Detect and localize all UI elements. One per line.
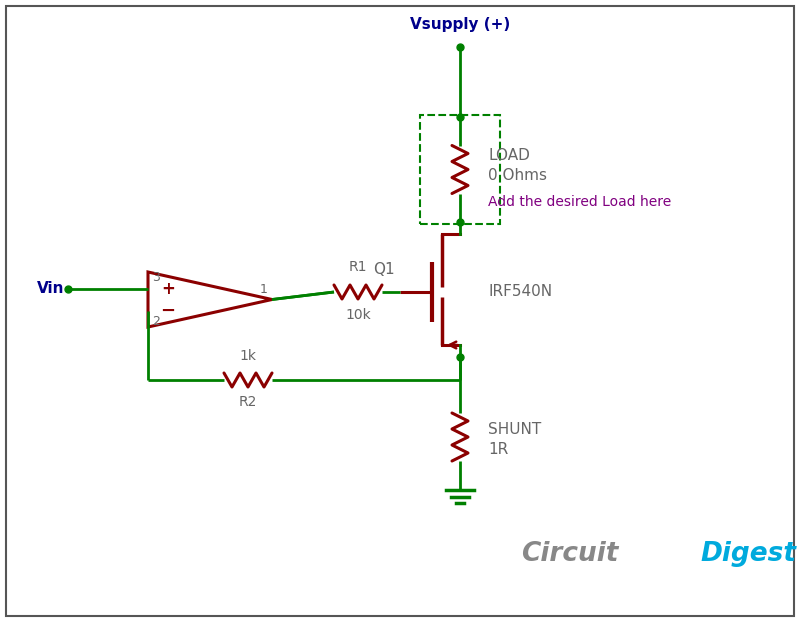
Text: SHUNT: SHUNT — [488, 422, 542, 437]
Text: LOAD: LOAD — [488, 148, 530, 163]
Text: 2: 2 — [152, 315, 160, 328]
Bar — [420, 115, 500, 224]
Text: 1: 1 — [260, 283, 268, 296]
Text: R1: R1 — [349, 260, 367, 274]
Text: 1R: 1R — [488, 442, 508, 457]
Text: IRF540N: IRF540N — [488, 284, 552, 300]
Text: Add the desired Load here: Add the desired Load here — [488, 195, 671, 208]
Text: Circuit: Circuit — [521, 541, 618, 567]
Text: +: + — [161, 279, 175, 297]
Text: 0 Ohms: 0 Ohms — [488, 168, 547, 183]
Text: Digest: Digest — [700, 541, 796, 567]
Text: 1k: 1k — [239, 349, 257, 363]
Text: R2: R2 — [239, 395, 257, 409]
Text: 10k: 10k — [345, 308, 371, 322]
Text: Vsupply (+): Vsupply (+) — [410, 17, 510, 32]
Text: Q1: Q1 — [374, 262, 395, 277]
Text: Vin: Vin — [37, 281, 64, 296]
Text: 3: 3 — [152, 271, 160, 284]
Text: −: − — [161, 302, 175, 320]
